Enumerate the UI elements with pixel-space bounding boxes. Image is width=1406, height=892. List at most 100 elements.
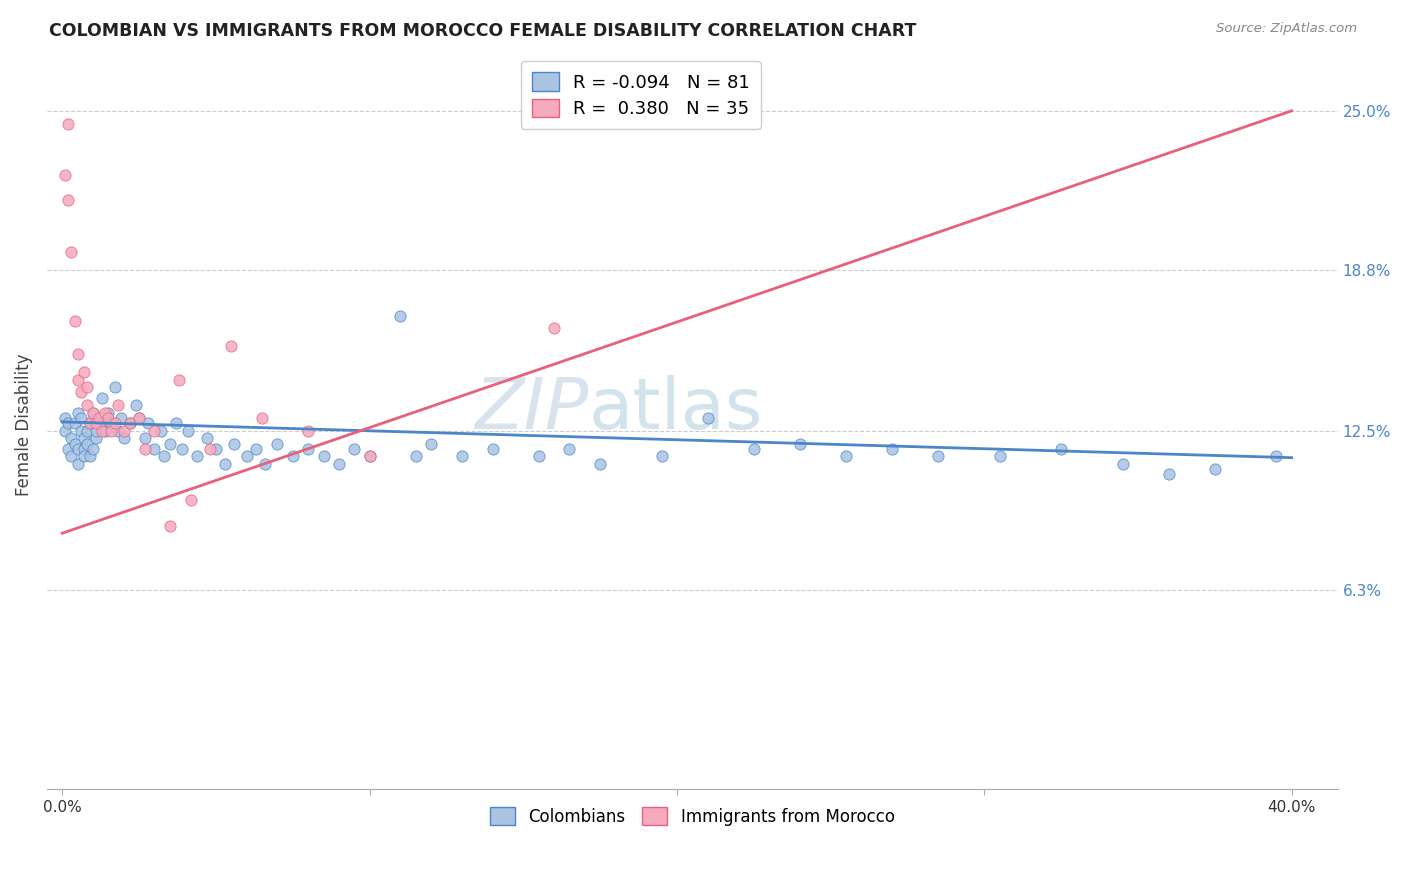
Point — [60, 432, 83, 446]
Point — [97, 406, 120, 420]
Point — [82, 406, 104, 420]
Point — [66, 442, 89, 456]
Point — [107, 398, 129, 412]
Point — [118, 416, 141, 430]
Point — [224, 436, 246, 450]
Text: COLOMBIAN VS IMMIGRANTS FROM MOROCCO FEMALE DISABILITY CORRELATION CHART: COLOMBIAN VS IMMIGRANTS FROM MOROCCO FEM… — [49, 22, 917, 40]
Point — [128, 411, 150, 425]
Point — [359, 450, 381, 464]
Point — [420, 436, 443, 450]
Point — [89, 416, 111, 430]
Point — [100, 424, 122, 438]
Point — [66, 457, 89, 471]
Point — [359, 450, 381, 464]
Point — [1050, 442, 1073, 456]
Point — [835, 450, 858, 464]
Point — [558, 442, 581, 456]
Point — [172, 442, 194, 456]
Point — [89, 411, 111, 425]
Text: Source: ZipAtlas.com: Source: ZipAtlas.com — [1216, 22, 1357, 36]
Point — [66, 406, 89, 420]
Point — [82, 442, 104, 456]
Point — [1204, 462, 1226, 476]
Point — [63, 314, 86, 328]
Point — [214, 457, 236, 471]
Point — [167, 373, 190, 387]
Point — [1111, 457, 1133, 471]
Point — [66, 373, 89, 387]
Point — [84, 424, 107, 438]
Point — [69, 411, 91, 425]
Point — [389, 309, 412, 323]
Point — [1157, 467, 1180, 482]
Point — [297, 442, 319, 456]
Point — [405, 450, 427, 464]
Point — [63, 416, 86, 430]
Point — [450, 450, 472, 464]
Point — [79, 416, 101, 430]
Point — [107, 424, 129, 438]
Point — [1265, 450, 1288, 464]
Point — [177, 424, 200, 438]
Point — [76, 398, 98, 412]
Point — [73, 450, 96, 464]
Point — [79, 416, 101, 430]
Point — [73, 432, 96, 446]
Point — [84, 416, 107, 430]
Point — [53, 424, 76, 438]
Point — [79, 450, 101, 464]
Point — [69, 385, 91, 400]
Point — [58, 117, 80, 131]
Point — [91, 424, 114, 438]
Point — [789, 436, 811, 450]
Point — [159, 518, 181, 533]
Point — [97, 411, 120, 425]
Point — [312, 450, 335, 464]
Point — [195, 432, 218, 446]
Point — [134, 432, 156, 446]
Point — [235, 450, 257, 464]
Point — [94, 406, 117, 420]
Point — [63, 436, 86, 450]
Point — [143, 424, 166, 438]
Point — [128, 411, 150, 425]
Point — [103, 416, 125, 430]
Point — [76, 424, 98, 438]
Point — [589, 457, 612, 471]
Point — [91, 391, 114, 405]
Point — [527, 450, 550, 464]
Point — [60, 244, 83, 259]
Y-axis label: Female Disability: Female Disability — [15, 353, 32, 496]
Point — [73, 365, 96, 379]
Point — [927, 450, 949, 464]
Point — [73, 442, 96, 456]
Point — [84, 432, 107, 446]
Point — [180, 492, 202, 507]
Point — [742, 442, 765, 456]
Point — [221, 339, 243, 353]
Point — [266, 436, 288, 450]
Point — [53, 168, 76, 182]
Point — [143, 442, 166, 456]
Point — [880, 442, 903, 456]
Point — [481, 442, 503, 456]
Point — [82, 406, 104, 420]
Point — [112, 424, 135, 438]
Point — [125, 398, 148, 412]
Point — [69, 424, 91, 438]
Point — [696, 411, 718, 425]
Point — [165, 416, 187, 430]
Point — [136, 416, 159, 430]
Point — [159, 436, 181, 450]
Text: atlas: atlas — [589, 376, 763, 444]
Point — [988, 450, 1011, 464]
Point — [112, 432, 135, 446]
Point — [297, 424, 319, 438]
Point — [343, 442, 366, 456]
Point — [76, 436, 98, 450]
Point — [118, 416, 141, 430]
Point — [53, 411, 76, 425]
Point — [328, 457, 350, 471]
Point — [543, 321, 565, 335]
Point — [58, 416, 80, 430]
